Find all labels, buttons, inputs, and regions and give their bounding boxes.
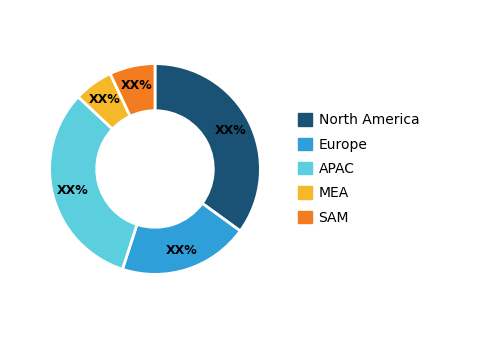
Text: XX%: XX% (120, 79, 152, 92)
Wedge shape (110, 64, 155, 116)
Wedge shape (78, 74, 130, 129)
Text: XX%: XX% (56, 184, 88, 197)
Wedge shape (122, 203, 240, 274)
Wedge shape (155, 64, 260, 231)
Legend: North America, Europe, APAC, MEA, SAM: North America, Europe, APAC, MEA, SAM (292, 107, 424, 231)
Text: XX%: XX% (89, 93, 120, 106)
Wedge shape (50, 97, 137, 269)
Text: XX%: XX% (215, 124, 247, 137)
Text: XX%: XX% (166, 244, 198, 257)
